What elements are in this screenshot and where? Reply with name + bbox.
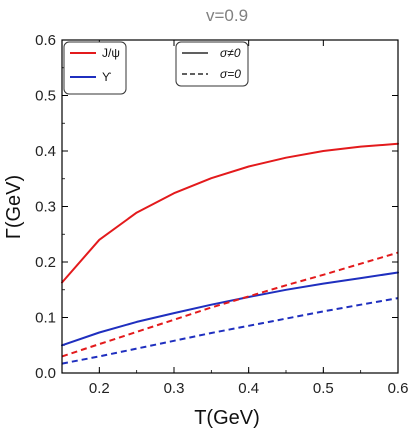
plot-frame: [61, 39, 399, 374]
legend-label: σ=0: [220, 67, 241, 81]
series-line-1: [61, 271, 399, 347]
plot-area: 0.2 0.3 0.4 0.5 0.6 0.0 0.1 0.2 0.3 0.4 0.5 0.6: [35, 32, 408, 397]
legend-box-top-center: σ≠0 σ=0: [175, 41, 249, 87]
legend-label: ϒ: [102, 70, 112, 84]
x-tick-label: 0.6: [388, 380, 409, 397]
y-tick-label: 0.6: [35, 32, 56, 49]
x-tick-label: 0.2: [89, 380, 110, 397]
legend-label: J/ψ: [102, 46, 120, 60]
legend-frame: [63, 41, 127, 95]
legend-group: J/ψ ϒσ≠0 σ=0: [63, 41, 249, 95]
y-axis-label: Γ(GeV): [3, 175, 25, 239]
x-tick-label: 0.3: [164, 380, 185, 397]
y-tick-label: 0.1: [35, 310, 56, 327]
series-line-0: [61, 142, 399, 284]
y-tick-label: 0.5: [35, 88, 56, 105]
x-tick-label: 0.4: [238, 380, 259, 397]
x-tick-label: 0.5: [313, 380, 334, 397]
y-tick-label: 0.2: [35, 254, 56, 271]
legend-label: σ≠0: [220, 46, 241, 60]
legend-box-top-left: J/ψ ϒ: [63, 41, 127, 95]
series-line-2: [61, 251, 399, 358]
x-axis-label: T(GeV): [194, 407, 260, 429]
y-tick-label: 0.3: [35, 199, 56, 216]
y-tick-label: 0.0: [35, 365, 56, 382]
series-line-3: [61, 297, 399, 365]
chart-title: v=0.9: [206, 6, 248, 25]
y-tick-label: 0.4: [35, 143, 56, 160]
